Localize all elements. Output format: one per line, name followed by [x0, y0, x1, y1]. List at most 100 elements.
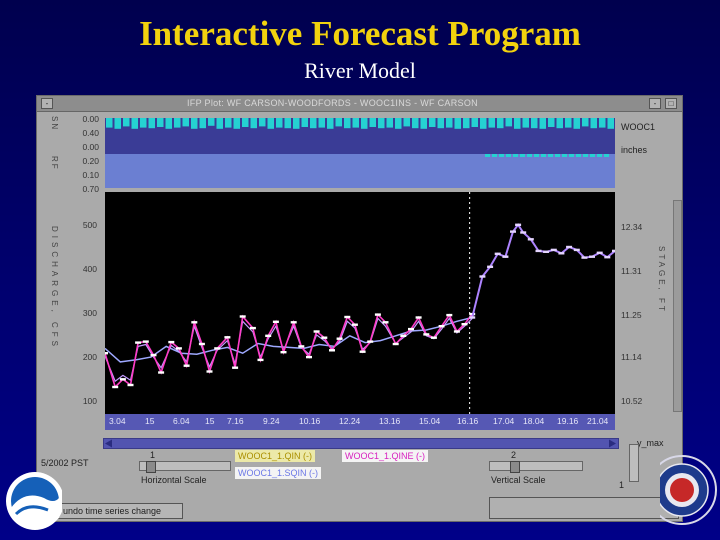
data-point-observed[interactable]: [280, 351, 287, 354]
data-point-observed[interactable]: [321, 336, 328, 339]
data-point-future[interactable]: [604, 256, 611, 259]
data-point-future[interactable]: [520, 231, 527, 234]
right-scrollbar[interactable]: [673, 200, 682, 412]
legend-qine[interactable]: WOOC1_1.QINE (-): [342, 450, 429, 462]
precip-bar: [208, 118, 215, 126]
data-point-observed[interactable]: [105, 352, 108, 355]
data-point-observed[interactable]: [232, 366, 239, 369]
minimize-button[interactable]: -: [649, 98, 661, 109]
precip-forecast-bar: [527, 154, 532, 157]
window-titlebar[interactable]: - IFP Plot: WF CARSON-WOODFORDS - WOOC1I…: [37, 96, 682, 112]
data-point-observed[interactable]: [290, 321, 297, 324]
horizontal-scale-knob[interactable]: [146, 461, 156, 473]
data-point-observed[interactable]: [119, 378, 126, 381]
data-point-observed[interactable]: [168, 340, 175, 344]
data-point-observed[interactable]: [191, 321, 198, 324]
scroll-left-arrow-icon[interactable]: [105, 439, 112, 448]
precip-bar: [412, 118, 419, 129]
precip-bar: [123, 118, 130, 127]
data-point-future[interactable]: [469, 316, 476, 319]
data-point-observed[interactable]: [249, 326, 256, 330]
data-point-observed[interactable]: [158, 371, 165, 374]
data-point-observed[interactable]: [392, 342, 399, 346]
data-point-observed[interactable]: [329, 349, 335, 352]
data-point-observed[interactable]: [461, 323, 468, 326]
data-point-observed[interactable]: [206, 370, 213, 373]
data-point-observed[interactable]: [142, 340, 149, 343]
precip-bar: [565, 118, 572, 128]
time-scrollbar[interactable]: [103, 438, 619, 449]
data-point-future[interactable]: [612, 249, 615, 253]
data-point-observed[interactable]: [344, 315, 351, 319]
data-point-future[interactable]: [494, 252, 501, 255]
data-point-observed[interactable]: [351, 323, 358, 326]
precip-bar: [106, 118, 113, 128]
window-menu-button[interactable]: -: [41, 98, 53, 109]
data-point-observed[interactable]: [408, 327, 414, 331]
scroll-right-arrow-icon[interactable]: [609, 439, 616, 448]
data-point-observed[interactable]: [359, 350, 366, 353]
data-point-observed[interactable]: [374, 313, 381, 316]
data-point-future[interactable]: [581, 256, 588, 259]
data-point-observed[interactable]: [183, 364, 190, 367]
data-point-observed[interactable]: [336, 337, 343, 340]
data-point-observed[interactable]: [265, 334, 272, 337]
data-point-observed[interactable]: [430, 336, 437, 339]
data-point-observed[interactable]: [313, 330, 320, 333]
data-point-future[interactable]: [566, 245, 573, 249]
undo-time-series-change-button[interactable]: undo time series change: [41, 503, 183, 519]
data-point-observed[interactable]: [272, 320, 279, 323]
data-point-future[interactable]: [589, 255, 595, 258]
data-point-observed[interactable]: [453, 330, 460, 333]
precip-bar: [344, 118, 351, 129]
data-point-observed[interactable]: [400, 334, 407, 337]
y-tick-label: 100: [82, 396, 97, 406]
data-point-future[interactable]: [573, 248, 580, 252]
data-point-future[interactable]: [535, 249, 542, 253]
data-point-future[interactable]: [479, 275, 486, 278]
precip-bar: [429, 118, 436, 127]
precip-forecast-bar: [597, 154, 602, 157]
data-point-observed[interactable]: [382, 321, 389, 324]
legend-sqin[interactable]: WOOC1_1.SQIN (-): [235, 467, 322, 479]
data-point-observed[interactable]: [446, 313, 453, 317]
data-point-future[interactable]: [487, 265, 494, 268]
data-point-observed[interactable]: [198, 342, 205, 346]
data-point-observed[interactable]: [438, 325, 445, 328]
data-point-observed[interactable]: [415, 316, 422, 319]
data-point-observed[interactable]: [224, 336, 231, 339]
data-point-future[interactable]: [550, 248, 557, 252]
data-point-observed[interactable]: [306, 355, 312, 359]
hydrograph-plot-area[interactable]: [105, 192, 615, 414]
data-point-future[interactable]: [596, 251, 603, 254]
data-point-observed[interactable]: [214, 347, 221, 350]
data-point-observed[interactable]: [112, 385, 119, 389]
data-point-observed[interactable]: [367, 340, 374, 343]
precip-bar: [174, 118, 181, 128]
data-point-observed[interactable]: [239, 315, 246, 318]
y-tick-label: 300: [82, 308, 97, 318]
precip-forecast-bar: [506, 154, 511, 157]
vertical-scale-slider[interactable]: [489, 461, 583, 473]
data-point-future[interactable]: [527, 238, 534, 241]
data-point-observed[interactable]: [423, 333, 430, 336]
data-point-observed[interactable]: [257, 358, 264, 362]
data-point-observed[interactable]: [127, 383, 134, 387]
ymax-slider[interactable]: [629, 444, 639, 482]
data-point-observed[interactable]: [298, 345, 305, 348]
data-point-future[interactable]: [543, 250, 550, 253]
precip-bar: [225, 118, 232, 128]
legend-qin[interactable]: WOOC1_1.QIN (-): [235, 450, 316, 462]
ymax-value: 1: [619, 480, 625, 490]
horizontal-scale-slider[interactable]: [139, 461, 231, 473]
data-point-observed[interactable]: [150, 353, 157, 357]
data-point-future[interactable]: [510, 230, 516, 233]
data-point-observed[interactable]: [135, 341, 142, 344]
vertical-scale-knob[interactable]: [510, 461, 520, 473]
precip-bar: [369, 118, 376, 127]
data-point-observed[interactable]: [175, 347, 182, 350]
data-point-future[interactable]: [502, 255, 509, 258]
maximize-button[interactable]: □: [665, 98, 677, 109]
data-point-future[interactable]: [558, 252, 565, 255]
data-point-future[interactable]: [515, 223, 522, 226]
